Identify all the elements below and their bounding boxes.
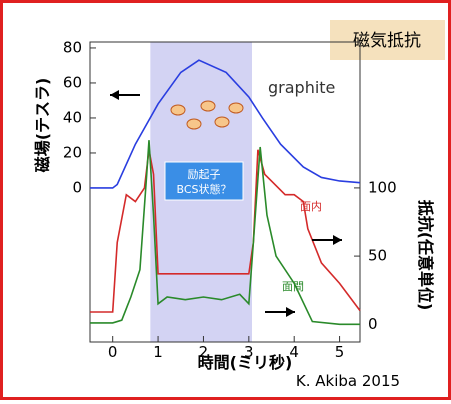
plot-frame xyxy=(89,41,361,343)
y2-tick-label: 0 xyxy=(368,315,378,333)
y2-tick-label: 50 xyxy=(368,247,387,265)
electron-pair-icon xyxy=(170,104,186,116)
x-tick-label: 4 xyxy=(289,343,299,361)
series-line xyxy=(90,59,361,189)
x-axis-label: 時間(ミリ秒) xyxy=(198,353,293,372)
arrow-head xyxy=(333,235,342,245)
y-tick-label: 40 xyxy=(63,108,82,126)
y2-axis-label: 抵抗(任意単位) xyxy=(416,200,435,311)
material-label: graphite xyxy=(268,78,335,97)
y-tick-label: 80 xyxy=(63,38,82,56)
electron-pair-icon xyxy=(186,118,202,130)
arrow-head xyxy=(110,90,119,100)
x-tick-label: 5 xyxy=(335,343,345,361)
y-tick-label: 0 xyxy=(72,178,82,196)
y2-tick-label: 100 xyxy=(368,178,397,196)
credit: K. Akiba 2015 xyxy=(296,372,400,390)
electron-pair-icon xyxy=(228,102,244,114)
state-label: BCS状態？ xyxy=(176,182,231,196)
legend-label: 面内 xyxy=(300,199,322,213)
y-tick-label: 60 xyxy=(63,73,82,91)
x-tick-label: 2 xyxy=(199,343,209,361)
title-box xyxy=(330,20,445,60)
chart-title: 磁気抵抗 xyxy=(353,31,421,51)
state-label: 励起子 xyxy=(188,168,221,181)
electron-pair-icon xyxy=(200,100,216,112)
series-line xyxy=(90,140,360,326)
x-tick-label: 0 xyxy=(108,343,118,361)
state-box xyxy=(164,161,244,201)
y-axis-label: 磁場(テスラ) xyxy=(33,78,52,173)
x-tick-label: 1 xyxy=(153,343,163,361)
series-line xyxy=(90,149,361,313)
electron-pair-icon xyxy=(214,116,230,128)
arrow-head xyxy=(286,307,295,317)
legend-label: 面間 xyxy=(282,280,304,293)
y-tick-label: 20 xyxy=(63,143,82,161)
x-tick-label: 3 xyxy=(244,343,254,361)
